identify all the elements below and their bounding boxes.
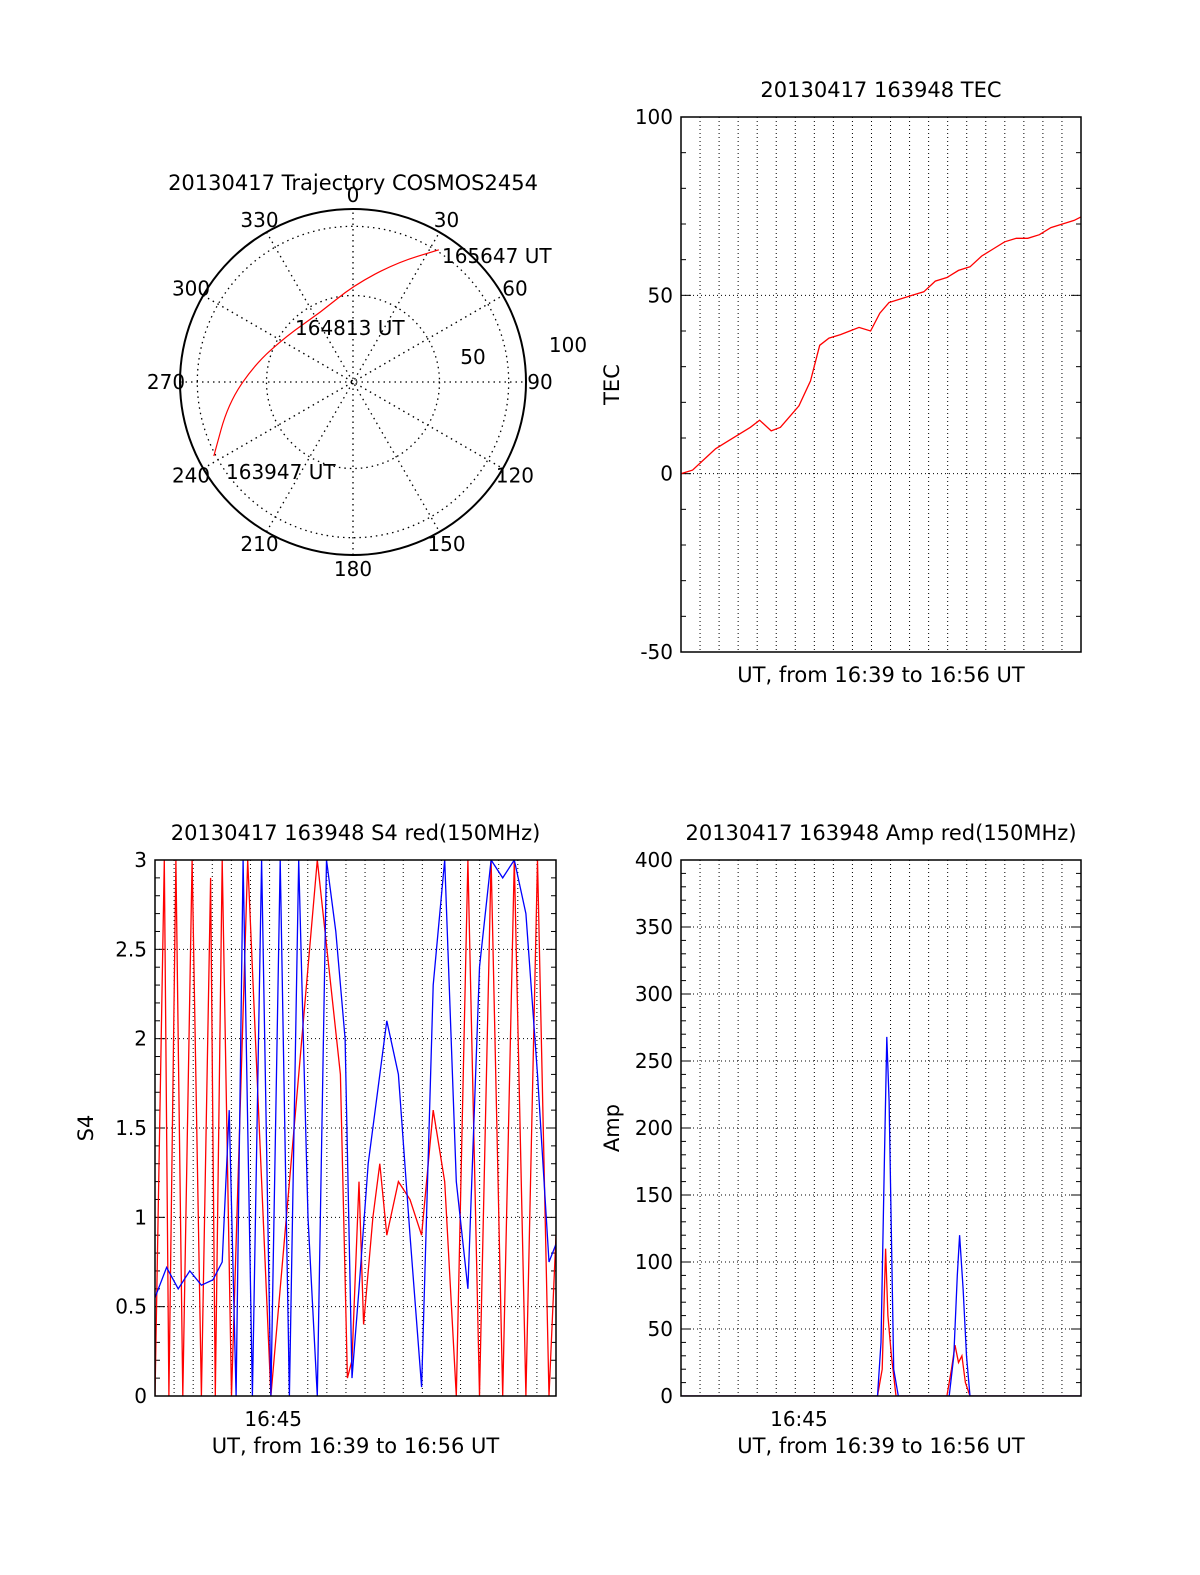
polar-azimuth-label: 300 [172, 277, 210, 301]
y-tick-label: 300 [635, 982, 673, 1006]
y-tick-label: 0 [134, 1384, 147, 1408]
series-line-0 [155, 860, 556, 1396]
amp-panel: 0 50 100 150 200 250 300 350 400 16:45 20130417 16… [600, 821, 1082, 1458]
polar-azimuth-label: 180 [334, 557, 372, 581]
polar-grid-circle-1 [196, 225, 510, 539]
y-tick-label: 0 [660, 1384, 673, 1408]
polar-azimuth-label: 30 [434, 208, 459, 232]
polar-azimuth-label: 150 [427, 532, 465, 556]
tec-panel: -50 0 50 100 20130417 163948 TEC UT, from 16:… [600, 78, 1082, 687]
s4-panel: 0 0.5 1 1.5 2 2.5 3 16:45 20130417 163948 S4 red… [74, 821, 557, 1458]
polar-azimuth-label: 120 [496, 464, 534, 488]
chart-title: 20130417 163948 S4 red(150MHz) [171, 821, 541, 845]
x-axis-label: UT, from 16:39 to 16:56 UT [212, 1434, 500, 1458]
x-tick-label: 16:45 [770, 1407, 828, 1431]
polar-annotation-start: 163947 UT [226, 460, 336, 484]
series-line-0 [681, 1248, 1081, 1396]
y-tick-label: 1 [134, 1205, 147, 1229]
chart-title: 20130417 163948 Amp red(150MHz) [685, 821, 1076, 845]
polar-azimuth-labels: 0 30 60 90 120 150 180 210 240 270 300 330 [147, 183, 553, 581]
y-tick-label: 100 [635, 1250, 673, 1274]
y-tick-label: 350 [635, 915, 673, 939]
polar-annotation-mid: 164813 UT [295, 316, 405, 340]
y-tick-label: 1.5 [115, 1116, 147, 1140]
y-tick-label: 0.5 [115, 1295, 147, 1319]
y-axis-label: Amp [600, 1104, 624, 1152]
series-line-0 [681, 216, 1081, 475]
polar-annotation-end: 165647 UT [442, 244, 552, 268]
x-tick-label: 16:45 [244, 1407, 302, 1431]
plot-frame [154, 859, 557, 1397]
y-tick-label: 400 [635, 848, 673, 872]
y-axis-label: S4 [74, 1115, 98, 1142]
y-tick-label: 150 [635, 1183, 673, 1207]
plot-frame [680, 116, 1082, 653]
y-tick-label: 2 [134, 1027, 147, 1051]
y-tick-label: 0 [660, 462, 673, 486]
polar-azimuth-label: 330 [240, 208, 278, 232]
y-tick-label: 200 [635, 1116, 673, 1140]
y-tick-label: 50 [648, 283, 673, 307]
polar-azimuth-label: 0 [347, 183, 360, 207]
series-line-1 [681, 1036, 1081, 1396]
series-line-1 [155, 860, 556, 1396]
plot-frame [680, 859, 1082, 1397]
polar-radius-label-100: 100 [549, 333, 587, 357]
polar-title: 20130417 Trajectory COSMOS2454 [168, 171, 538, 195]
polar-spoke-30 [265, 231, 441, 533]
polar-azimuth-label: 210 [240, 532, 278, 556]
chart-title: 20130417 163948 TEC [760, 78, 1001, 102]
polar-azimuth-label: 90 [527, 370, 552, 394]
polar-grid [179, 208, 527, 556]
y-tick-label: 100 [635, 105, 673, 129]
polar-trajectory-series [213, 249, 440, 457]
y-tick-label: 50 [648, 1317, 673, 1341]
y-axis-label: TEC [600, 364, 624, 406]
y-tick-label: 3 [134, 848, 147, 872]
polar-trajectory-panel: 20130417 Trajectory COSMOS2454 0 30 60 90 12… [147, 171, 587, 581]
polar-azimuth-label: 270 [147, 370, 185, 394]
polar-azimuth-label: 240 [172, 464, 210, 488]
y-tick-label: -50 [640, 640, 673, 664]
y-tick-label: 2.5 [115, 937, 147, 961]
polar-radius-label-50: 50 [460, 345, 485, 369]
x-axis-label: UT, from 16:39 to 16:56 UT [737, 663, 1025, 687]
y-tick-label: 250 [635, 1049, 673, 1073]
x-axis-label: UT, from 16:39 to 16:56 UT [737, 1434, 1025, 1458]
polar-spoke-150 [265, 231, 441, 533]
polar-azimuth-label: 60 [502, 277, 527, 301]
